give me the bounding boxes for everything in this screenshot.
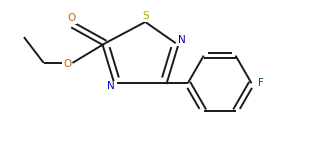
Text: F: F <box>258 78 263 88</box>
Text: O: O <box>68 13 76 23</box>
Text: S: S <box>142 12 149 21</box>
Text: N: N <box>178 35 186 45</box>
Text: O: O <box>63 59 71 69</box>
Text: N: N <box>108 81 115 91</box>
